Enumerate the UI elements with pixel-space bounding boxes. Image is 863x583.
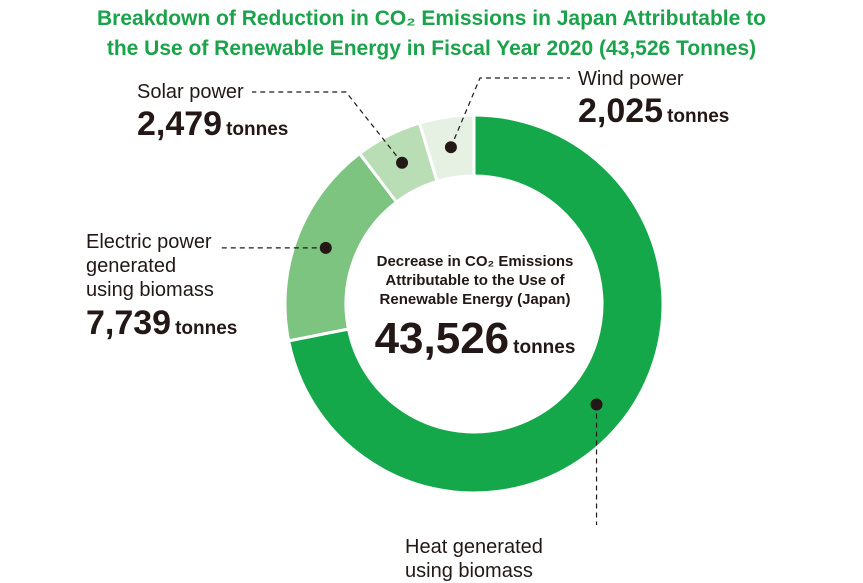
electric-label-line-2: generated xyxy=(86,255,177,277)
center-label-line-2: Attributable to the Use of xyxy=(385,272,565,289)
leader-dot-heat xyxy=(590,398,603,411)
electric-label-line-1: Electric power xyxy=(86,231,212,253)
leader-line-wind xyxy=(450,77,570,148)
chart-title-line-2: the Use of Renewable Energy in Fiscal Ye… xyxy=(106,37,757,60)
center-total: 43,526 tonnes xyxy=(340,314,610,373)
heat-label-line-1: Heat generated xyxy=(405,536,543,558)
wind-label: Wind power xyxy=(578,68,684,90)
solar-value-unit: tonnes xyxy=(226,119,289,140)
electric-value-number: 7,739 xyxy=(86,304,172,342)
leader-dot-electric xyxy=(319,241,332,254)
solar-value-number: 2,479 xyxy=(137,105,223,143)
slice-heat xyxy=(286,113,665,495)
wind-value: 2,025 tonnes xyxy=(578,91,729,137)
electric-label-line-3: using biomass xyxy=(86,279,214,301)
leader-dot-wind xyxy=(444,141,457,154)
center-label-line-1: Decrease in CO₂ Emissions xyxy=(376,253,574,270)
leader-line-solar xyxy=(252,91,403,164)
electric-value: 7,739 tonnes xyxy=(86,303,237,349)
solar-label: Solar power xyxy=(137,81,244,103)
leader-dot-solar xyxy=(396,156,409,169)
electric-value-unit: tonnes xyxy=(175,318,238,339)
wind-value-number: 2,025 xyxy=(578,92,664,130)
wind-value-unit: tonnes xyxy=(667,106,730,127)
chart-title-line-1: Breakdown of Reduction in CO₂ Emissions … xyxy=(97,7,766,30)
center-total-number: 43,526 xyxy=(374,314,510,363)
center-label-line-3: Renewable Energy (Japan) xyxy=(379,291,571,308)
center-label: Decrease in CO₂ Emissions Attributable t… xyxy=(350,252,600,309)
heat-label-line-2: using biomass xyxy=(405,560,533,582)
solar-value: 2,479 tonnes xyxy=(137,104,288,150)
center-total-unit: tonnes xyxy=(513,337,576,358)
chart-title: Breakdown of Reduction in CO₂ Emissions … xyxy=(0,4,863,64)
